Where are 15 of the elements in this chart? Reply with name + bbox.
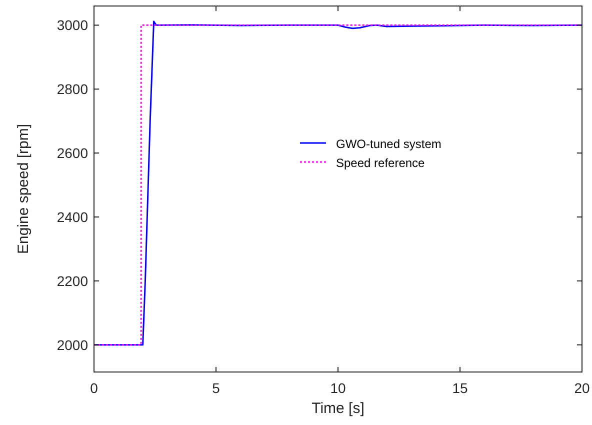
legend-label: Speed reference [336,156,426,170]
legend-label: GWO-tuned system [336,137,442,151]
x-tick-label: 10 [330,380,346,396]
x-tick-label: 5 [212,380,220,396]
y-tick-label: 2200 [56,272,88,289]
y-tick-label: 2600 [56,145,88,162]
x-tick-label: 20 [574,380,590,396]
y-tick-label: 2000 [56,336,88,353]
y-tick-label: 2400 [56,208,88,225]
x-tick-label: 15 [452,380,468,396]
y-axis-title: Engine speed [rpm] [15,124,32,254]
y-tick-label: 3000 [56,17,88,34]
x-axis-title: Time [s] [312,400,364,417]
x-tick-label: 0 [90,380,98,396]
y-tick-label: 2800 [56,81,88,98]
